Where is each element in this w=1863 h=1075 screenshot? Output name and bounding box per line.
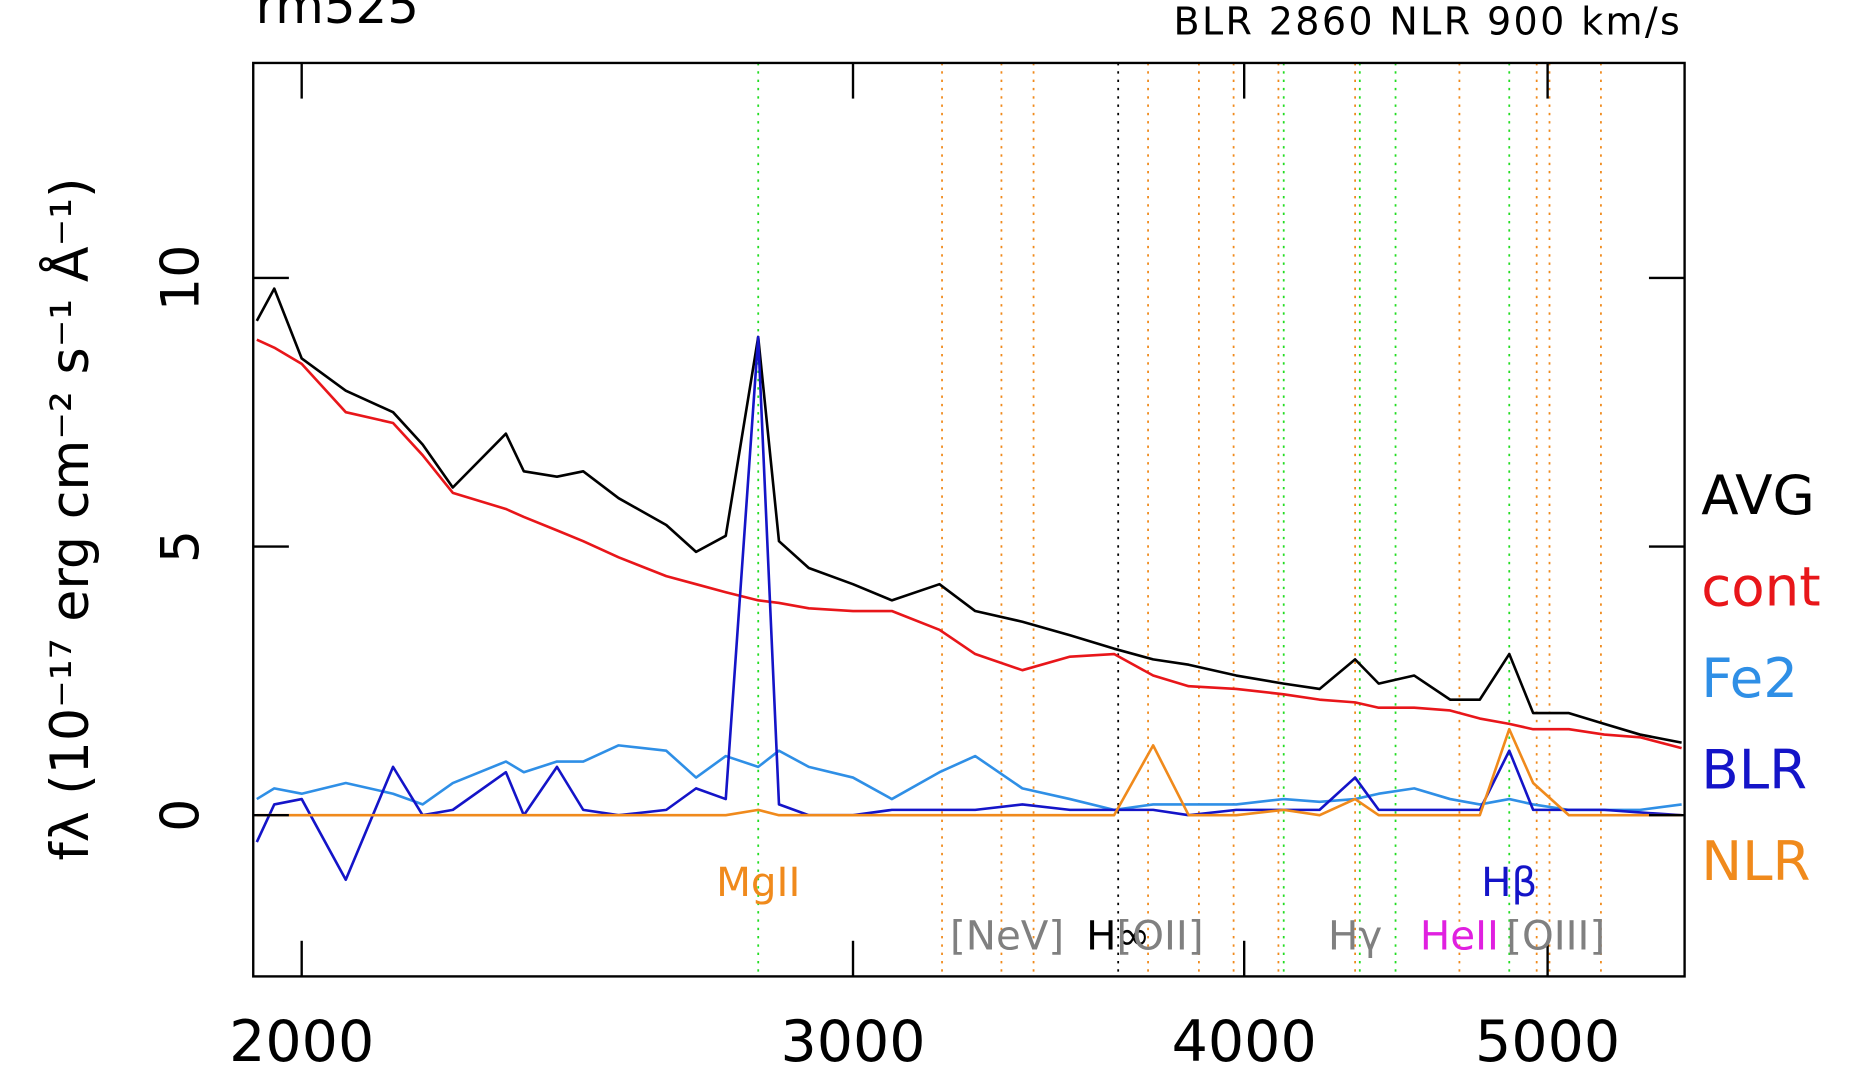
x-tick-label: 4000 <box>1172 1009 1317 1075</box>
y-tick-label: 10 <box>150 245 211 312</box>
line-label: Hβ <box>1481 859 1537 906</box>
line-label: Hγ <box>1328 912 1382 959</box>
legend-label: AVG <box>1701 463 1815 527</box>
x-tick-label: 3000 <box>780 1009 925 1075</box>
line-label: [OII] <box>1116 912 1203 959</box>
series-line <box>256 338 1682 750</box>
line-label: [OIII] <box>1506 912 1605 959</box>
series-line <box>256 744 1682 812</box>
line-label: [NeV] <box>950 912 1064 959</box>
series-line <box>255 287 1682 744</box>
line-label: HeII <box>1420 912 1499 959</box>
series-line <box>255 335 1682 882</box>
x-tick-label: 5000 <box>1475 1009 1620 1075</box>
legend-label: cont <box>1701 554 1821 618</box>
series-line <box>256 727 1682 817</box>
x-tick-label: 2000 <box>229 1009 374 1075</box>
plot-frame <box>252 61 1686 978</box>
y-tick-label: 0 <box>150 799 211 832</box>
chart-title: rm525 <box>256 0 419 35</box>
y-axis-label: fλ (10⁻¹⁷ erg cm⁻² s⁻¹ Å⁻¹) <box>39 178 101 861</box>
legend-label: NLR <box>1701 829 1810 893</box>
chart-subtitle: BLR 2860 NLR 900 km/s <box>1173 0 1682 43</box>
line-label: H∞ <box>1086 912 1150 959</box>
legend-label: Fe2 <box>1701 646 1798 710</box>
y-tick-label: 5 <box>150 530 211 563</box>
line-label: MgII <box>716 859 800 906</box>
legend-label: BLR <box>1701 737 1807 801</box>
